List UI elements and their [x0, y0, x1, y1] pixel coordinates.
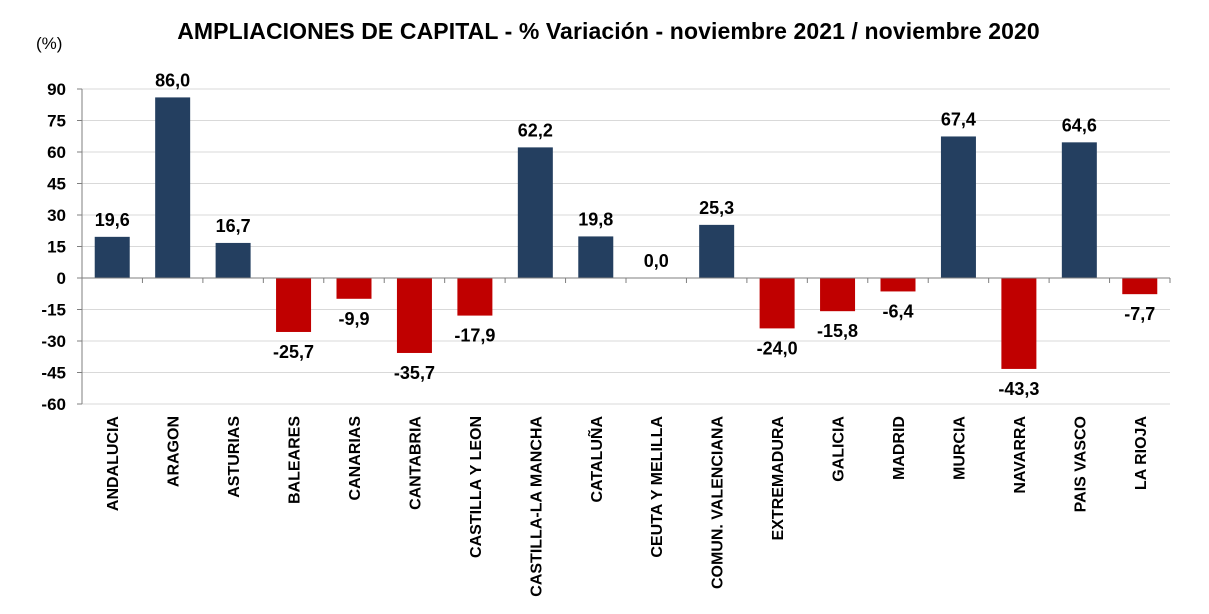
x-tick-label: MURCIA	[951, 416, 968, 480]
y-tick-label: -30	[41, 332, 66, 351]
bar-chart-svg: 90 75 60 45 30 15 0 -15 -30 -45 -60 ANDALUCIA ARAGO…	[0, 0, 1209, 614]
bar-cataluña	[578, 236, 613, 278]
x-tick-label: EXTREMADURA	[770, 416, 787, 541]
bar-extremadura	[760, 278, 795, 328]
data-label: 0,0	[644, 251, 669, 271]
x-tick-label: ANDALUCIA	[105, 416, 122, 512]
y-tick-label: 0	[57, 269, 66, 288]
x-tick-label: GALICIA	[831, 416, 848, 482]
data-label: -9,9	[338, 309, 369, 329]
bar-la-rioja	[1122, 278, 1157, 294]
bar-madrid	[881, 278, 916, 291]
y-tick-label: 30	[47, 206, 66, 225]
data-label: 64,6	[1062, 115, 1097, 135]
y-tick-label: 60	[47, 143, 66, 162]
bar-castilla-y-leon	[457, 278, 492, 316]
x-tick-label: MADRID	[891, 416, 908, 480]
bar-castilla-la-mancha	[518, 147, 553, 278]
bar-aragon	[155, 97, 190, 278]
data-label: -25,7	[273, 342, 314, 362]
data-label: 25,3	[699, 198, 734, 218]
chart-container: AMPLIACIONES DE CAPITAL - % Variación - …	[0, 0, 1209, 614]
data-label: -35,7	[394, 363, 435, 383]
bars	[95, 97, 1158, 369]
bar-navarra	[1001, 278, 1036, 369]
bar-andalucia	[95, 237, 130, 278]
x-tick-label: COMUN. VALENCIANA	[710, 416, 727, 589]
bar-murcia	[941, 136, 976, 278]
x-tick-label: BALEARES	[287, 416, 304, 504]
y-tick-label: 15	[47, 238, 66, 257]
y-tick-label: -45	[41, 364, 66, 383]
data-label: 62,2	[518, 120, 553, 140]
data-label: -17,9	[454, 326, 495, 346]
data-label: -43,3	[998, 379, 1039, 399]
x-tick-label: CEUTA Y MELILLA	[649, 416, 666, 558]
bar-galicia	[820, 278, 855, 311]
x-tick-label: LA RIOJA	[1133, 416, 1150, 491]
x-tick-label: CASTILLA-LA MANCHA	[528, 416, 545, 597]
x-tick-labels: ANDALUCIA ARAGON ASTURIAS BALEARES CANARIAS C…	[105, 416, 1150, 597]
data-label: -15,8	[817, 321, 858, 341]
y-tick-label: 75	[47, 112, 66, 131]
x-tick-label: NAVARRA	[1012, 416, 1029, 494]
y-tick-labels: 90 75 60 45 30 15 0 -15 -30 -45 -60	[41, 80, 66, 414]
data-label: -6,4	[882, 301, 913, 321]
bar-canarias	[337, 278, 372, 299]
data-label: 19,6	[95, 210, 130, 230]
x-tick-label: CASTILLA Y LEON	[468, 416, 485, 558]
bar-baleares	[276, 278, 311, 332]
x-tick-label: CATALUÑA	[586, 416, 606, 503]
data-label: 86,0	[155, 70, 190, 90]
x-tick-label: ARAGON	[166, 416, 183, 487]
bar-asturias	[216, 243, 251, 278]
x-tick-label: CANARIAS	[347, 416, 364, 501]
y-tick-label: 45	[47, 175, 66, 194]
data-label: 16,7	[216, 216, 251, 236]
bar-cantabria	[397, 278, 432, 353]
y-tick-label: -15	[41, 301, 66, 320]
data-label: 19,8	[578, 209, 613, 229]
bar-comun-valenciana	[699, 225, 734, 278]
y-tick-label: -60	[41, 395, 66, 414]
data-label: -7,7	[1124, 304, 1155, 324]
data-label: -24,0	[757, 338, 798, 358]
y-tick-label: 90	[47, 80, 66, 99]
x-tick-label: CANTABRIA	[407, 416, 424, 510]
data-labels: 19,6 86,0 16,7 -25,7 -9,9 -35,7 -17,9 62,2 19,8 0…	[95, 70, 1156, 399]
bar-pais-vasco	[1062, 142, 1097, 278]
data-label: 67,4	[941, 109, 976, 129]
x-tick-label: PAIS VASCO	[1072, 416, 1089, 512]
x-tick-label: ASTURIAS	[226, 416, 243, 498]
